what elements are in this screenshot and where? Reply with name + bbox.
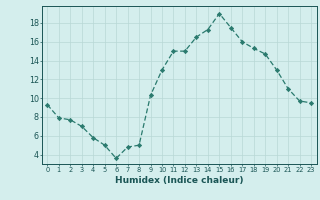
X-axis label: Humidex (Indice chaleur): Humidex (Indice chaleur) xyxy=(115,176,244,185)
